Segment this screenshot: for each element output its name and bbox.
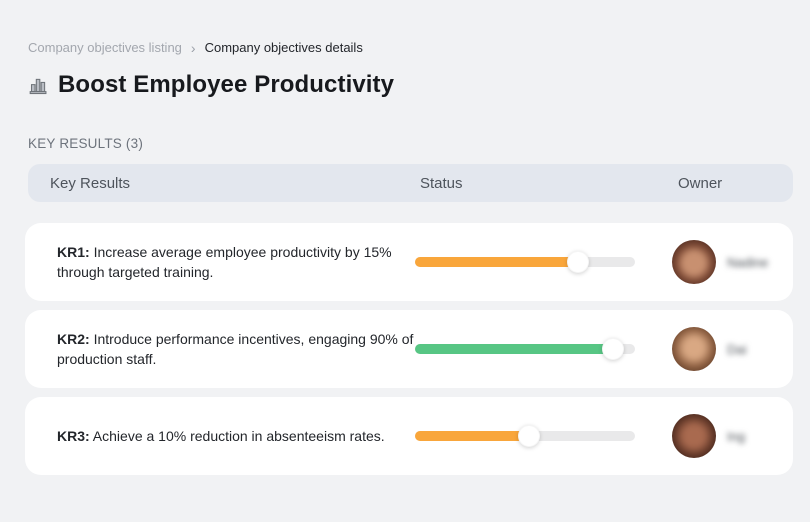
column-header-status: Status: [420, 174, 463, 192]
status-cell: [415, 338, 660, 360]
status-cell: [415, 425, 660, 447]
key-result-text: KR3: Achieve a 10% reduction in absentee…: [25, 426, 415, 446]
progress-fill: [415, 431, 530, 441]
owner-name: Nadine: [727, 254, 769, 270]
bar-chart-buildings-icon: [28, 75, 49, 96]
owner-cell: Dai: [660, 327, 793, 371]
progress-slider[interactable]: [415, 425, 635, 447]
kr-label: KR1:: [57, 244, 90, 260]
key-result-text: KR1: Increase average employee productiv…: [25, 242, 415, 282]
owner-avatar: [672, 414, 716, 458]
progress-knob[interactable]: [566, 251, 589, 273]
column-header-owner: Owner: [678, 174, 723, 192]
kr-label: KR3:: [57, 428, 90, 444]
key-result-row-3[interactable]: KR3: Achieve a 10% reduction in absentee…: [25, 397, 793, 475]
owner-avatar: [672, 327, 716, 371]
owner-name: Ing: [727, 428, 746, 444]
breadcrumb-details-current: Company objectives details: [204, 40, 363, 55]
progress-fill: [415, 344, 613, 354]
kr-description: Increase average employee productivity b…: [57, 244, 392, 280]
breadcrumb: Company objectives listing › Company obj…: [28, 40, 793, 55]
owner-avatar: [672, 240, 716, 284]
status-cell: [415, 251, 660, 273]
table-header: Key Results Status Owner: [28, 164, 793, 202]
objective-details-page: Company objectives listing › Company obj…: [25, 40, 793, 475]
key-result-row-2[interactable]: KR2: Introduce performance incentives, e…: [25, 310, 793, 388]
kr-description: Introduce performance incentives, engagi…: [57, 331, 414, 367]
progress-knob[interactable]: [518, 425, 541, 447]
owner-cell: Nadine: [660, 240, 793, 284]
progress-slider[interactable]: [415, 251, 635, 273]
page-title: Boost Employee Productivity: [58, 71, 395, 98]
key-results-section-label: KEY RESULTS (3): [28, 136, 144, 151]
progress-knob[interactable]: [602, 338, 624, 360]
owner-cell: Ing: [660, 414, 793, 458]
key-result-row-1[interactable]: KR1: Increase average employee productiv…: [25, 223, 793, 301]
progress-fill: [415, 257, 578, 267]
key-result-text: KR2: Introduce performance incentives, e…: [25, 329, 415, 369]
kr-label: KR2:: [57, 331, 90, 347]
title-row: Boost Employee Productivity: [28, 71, 793, 99]
key-results-list: KR1: Increase average employee productiv…: [25, 223, 793, 475]
column-header-key-results: Key Results: [50, 174, 131, 192]
chevron-right-icon: ›: [190, 39, 196, 56]
kr-description: Achieve a 10% reduction in absenteeism r…: [92, 428, 385, 444]
progress-slider[interactable]: [415, 338, 635, 360]
breadcrumb-listing-link[interactable]: Company objectives listing: [28, 40, 182, 55]
owner-name: Dai: [727, 341, 747, 357]
